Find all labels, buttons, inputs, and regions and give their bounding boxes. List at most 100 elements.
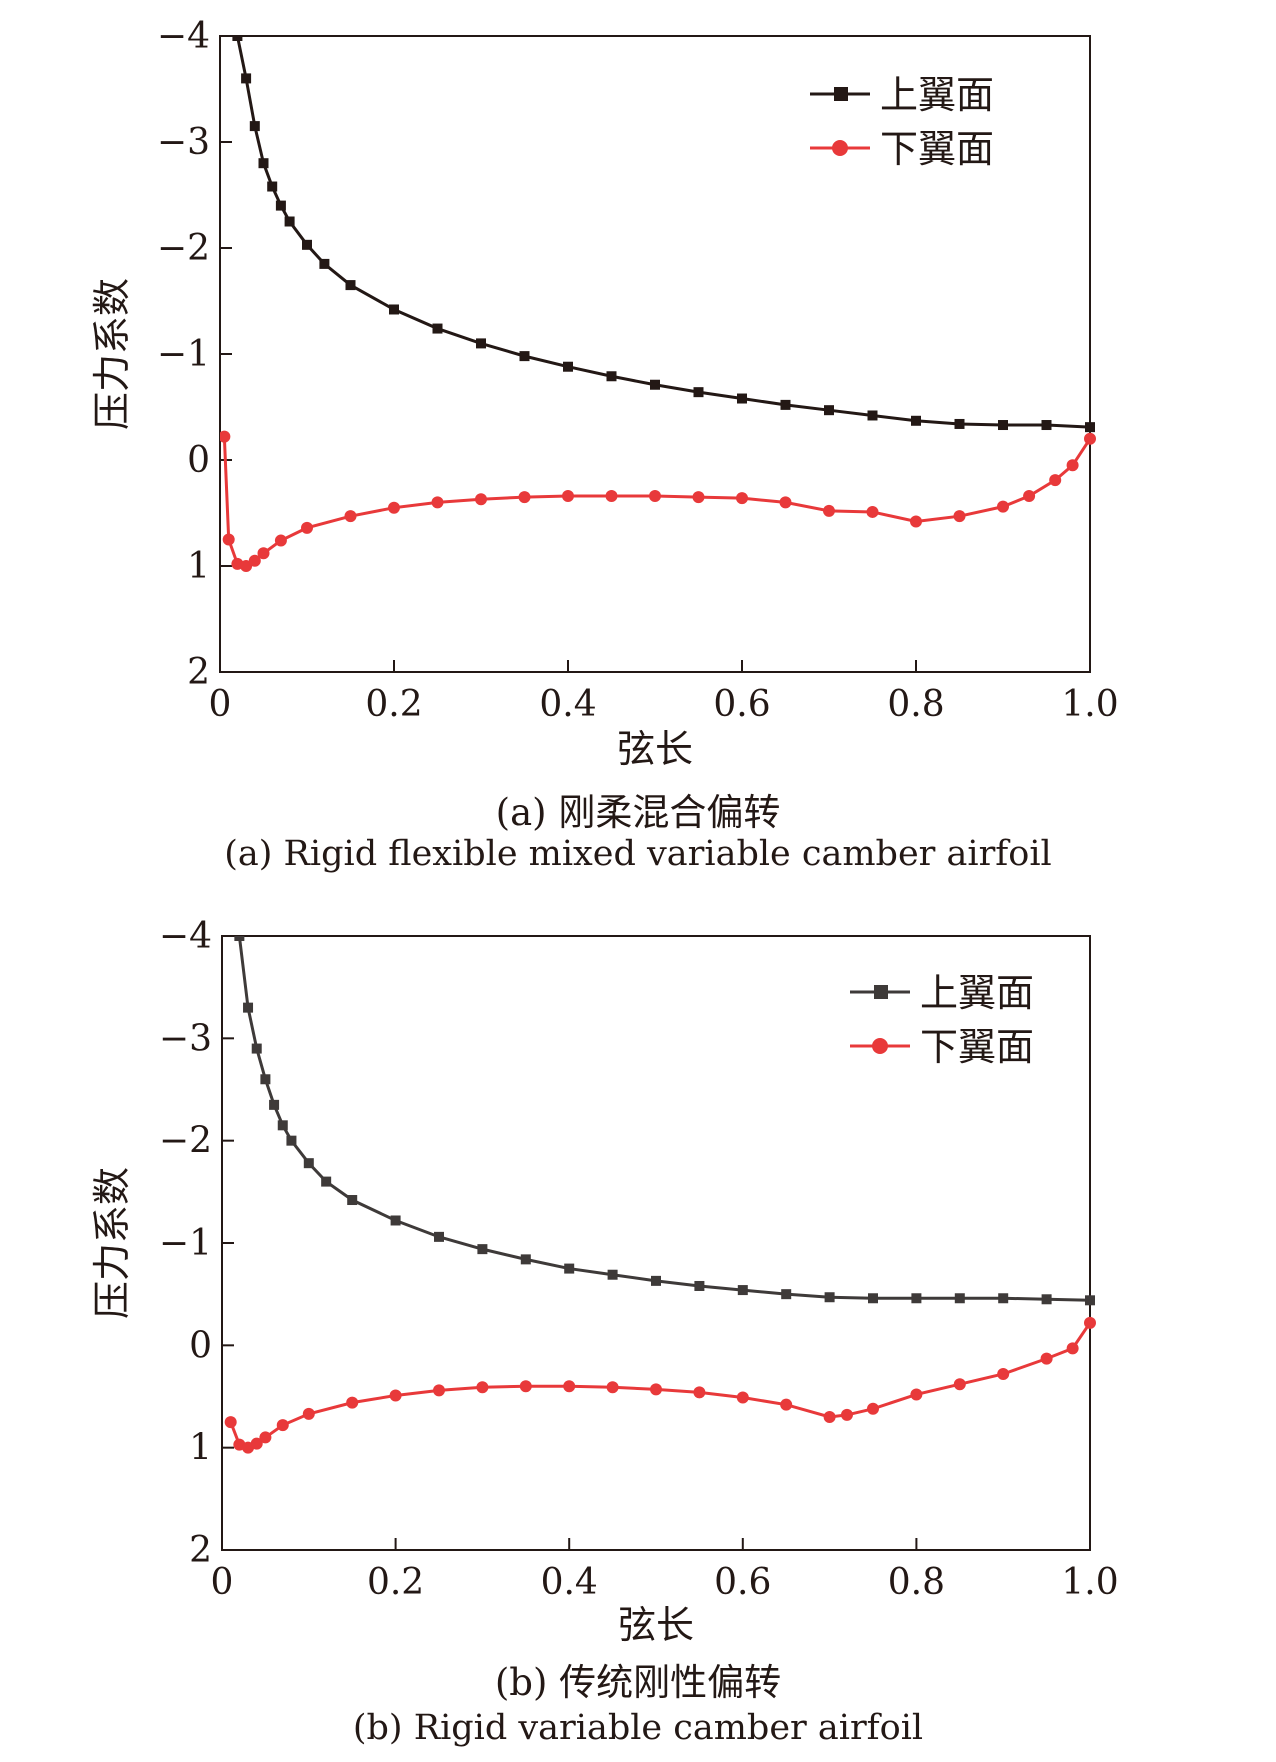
- series-upper: [232, 36, 1095, 433]
- data-point: [953, 1378, 966, 1391]
- data-point: [954, 418, 965, 429]
- legend-label: 上翼面: [920, 971, 1034, 1015]
- data-point: [737, 393, 747, 404]
- y-tick-label: −3: [159, 1018, 212, 1059]
- data-point: [475, 493, 487, 506]
- data-point: [220, 430, 231, 443]
- data-point: [302, 1407, 315, 1420]
- data-point: [997, 1367, 1010, 1380]
- data-point: [1085, 422, 1095, 433]
- x-tick-label: 0.4: [541, 1562, 598, 1603]
- data-point: [562, 490, 574, 503]
- x-tick-label: 0: [211, 1562, 234, 1603]
- data-point: [234, 936, 245, 941]
- data-point: [240, 560, 253, 572]
- series-upper: [234, 936, 1095, 1306]
- data-point: [997, 500, 1009, 513]
- data-point: [224, 1416, 237, 1429]
- data-point: [1049, 474, 1062, 487]
- data-point: [274, 534, 287, 547]
- data-point: [606, 371, 617, 382]
- data-point: [389, 1389, 402, 1402]
- data-point: [866, 505, 879, 518]
- data-point: [823, 1410, 836, 1423]
- data-point: [606, 1381, 619, 1394]
- data-point: [868, 1293, 878, 1304]
- x-axis-label: 弦长: [617, 727, 693, 771]
- data-point: [736, 1391, 749, 1404]
- data-point: [390, 1215, 401, 1226]
- data-point: [518, 491, 531, 504]
- x-tick-label: 0.4: [539, 684, 596, 725]
- legend-marker: [834, 87, 848, 101]
- legend-marker: [832, 140, 848, 156]
- caption-b-english: (b) Rigid variable camber airfoil: [352, 1708, 924, 1748]
- x-tick-label: 0.6: [714, 1562, 771, 1603]
- y-tick-label: 2: [189, 1530, 212, 1571]
- data-point: [269, 1099, 280, 1110]
- data-point: [779, 496, 792, 509]
- data-point: [476, 338, 486, 349]
- data-point: [998, 1293, 1009, 1304]
- data-point: [434, 1231, 444, 1242]
- data-point: [432, 323, 443, 334]
- data-point: [780, 399, 791, 410]
- data-point: [693, 1386, 706, 1399]
- data-point: [267, 181, 278, 192]
- data-point: [301, 521, 313, 534]
- y-tick-label: −2: [159, 1121, 212, 1162]
- data-point: [286, 1135, 297, 1146]
- data-point: [824, 1292, 835, 1303]
- data-point: [824, 405, 834, 416]
- data-point: [911, 415, 921, 426]
- data-point: [519, 351, 530, 362]
- data-point: [258, 158, 269, 169]
- data-point: [277, 1120, 288, 1131]
- data-point: [692, 491, 705, 504]
- data-point: [259, 1431, 272, 1444]
- data-point: [1041, 420, 1052, 431]
- y-tick-label: −4: [159, 916, 212, 957]
- y-tick-label: 1: [187, 546, 210, 587]
- data-point: [953, 510, 966, 523]
- data-point: [780, 1398, 793, 1411]
- caption-a-chinese: (a) 刚柔混合偏转: [495, 791, 781, 834]
- data-point: [910, 515, 922, 528]
- series-lower: [224, 1316, 1096, 1454]
- data-point: [519, 1380, 532, 1393]
- data-point: [823, 504, 835, 517]
- y-tick-label: 0: [189, 1325, 212, 1366]
- data-point: [477, 1244, 488, 1255]
- y-tick-label: 2: [187, 652, 210, 693]
- data-point: [998, 420, 1008, 431]
- data-point: [276, 1419, 289, 1432]
- legend-label: 上翼面: [880, 73, 994, 117]
- x-tick-label: 0.8: [887, 684, 944, 725]
- data-point: [563, 1380, 576, 1393]
- data-point: [302, 239, 312, 250]
- data-point: [651, 1275, 661, 1286]
- data-point: [867, 410, 878, 421]
- caption-b-chinese: (b) 传统刚性偏转: [494, 1661, 782, 1704]
- data-point: [284, 216, 295, 227]
- x-tick-label: 0.8: [888, 1562, 945, 1603]
- y-tick-label: 0: [187, 440, 210, 481]
- data-point: [649, 490, 661, 503]
- data-point: [1066, 459, 1079, 472]
- y-axis-label: 压力系数: [90, 278, 134, 430]
- data-point: [867, 1402, 879, 1415]
- data-point: [840, 1408, 853, 1421]
- data-point: [389, 304, 399, 315]
- data-point: [564, 1263, 575, 1274]
- data-point: [346, 1396, 359, 1409]
- data-point: [232, 36, 243, 41]
- data-point: [250, 1437, 263, 1450]
- caption-a-english: (a) Rigid flexible mixed variable camber…: [224, 834, 1052, 874]
- data-point: [910, 1388, 923, 1401]
- data-point: [257, 547, 270, 560]
- data-point: [520, 1254, 531, 1265]
- y-tick-label: −4: [157, 16, 210, 57]
